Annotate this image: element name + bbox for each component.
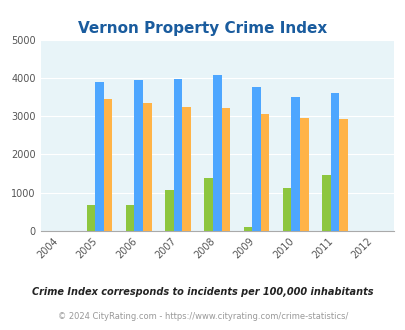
Text: Crime Index corresponds to incidents per 100,000 inhabitants: Crime Index corresponds to incidents per… (32, 287, 373, 297)
Bar (204, 178, 212, 231)
Bar (126, 205, 134, 231)
Bar (221, 108, 230, 231)
Bar (86, 205, 95, 231)
Bar (182, 107, 190, 231)
Bar (282, 188, 291, 231)
Text: Vernon Property Crime Index: Vernon Property Crime Index (78, 21, 327, 36)
Bar (252, 87, 260, 231)
Bar (143, 103, 151, 231)
Bar (260, 114, 269, 231)
Bar (339, 119, 347, 231)
Bar (104, 99, 112, 231)
Bar (173, 79, 182, 231)
Bar (321, 175, 330, 231)
Text: © 2024 CityRating.com - https://www.cityrating.com/crime-statistics/: © 2024 CityRating.com - https://www.city… (58, 312, 347, 321)
Bar (95, 82, 104, 231)
Bar (134, 80, 143, 231)
Bar (243, 227, 252, 231)
Bar (164, 190, 173, 231)
Bar (212, 75, 221, 231)
Bar (330, 93, 339, 231)
Bar (291, 97, 299, 231)
Bar (299, 118, 308, 231)
